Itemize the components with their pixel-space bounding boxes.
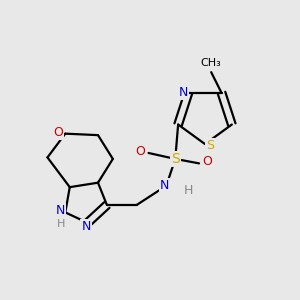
Text: N: N xyxy=(55,204,64,218)
Text: N: N xyxy=(81,220,91,233)
Text: H: H xyxy=(57,219,65,229)
Text: N: N xyxy=(178,86,188,99)
Text: O: O xyxy=(53,126,63,139)
Text: N: N xyxy=(160,179,170,192)
Text: S: S xyxy=(206,139,214,152)
Text: O: O xyxy=(135,145,145,158)
Text: S: S xyxy=(171,152,180,166)
Text: H: H xyxy=(184,184,193,196)
Text: CH₃: CH₃ xyxy=(201,58,222,68)
Text: O: O xyxy=(202,155,212,168)
